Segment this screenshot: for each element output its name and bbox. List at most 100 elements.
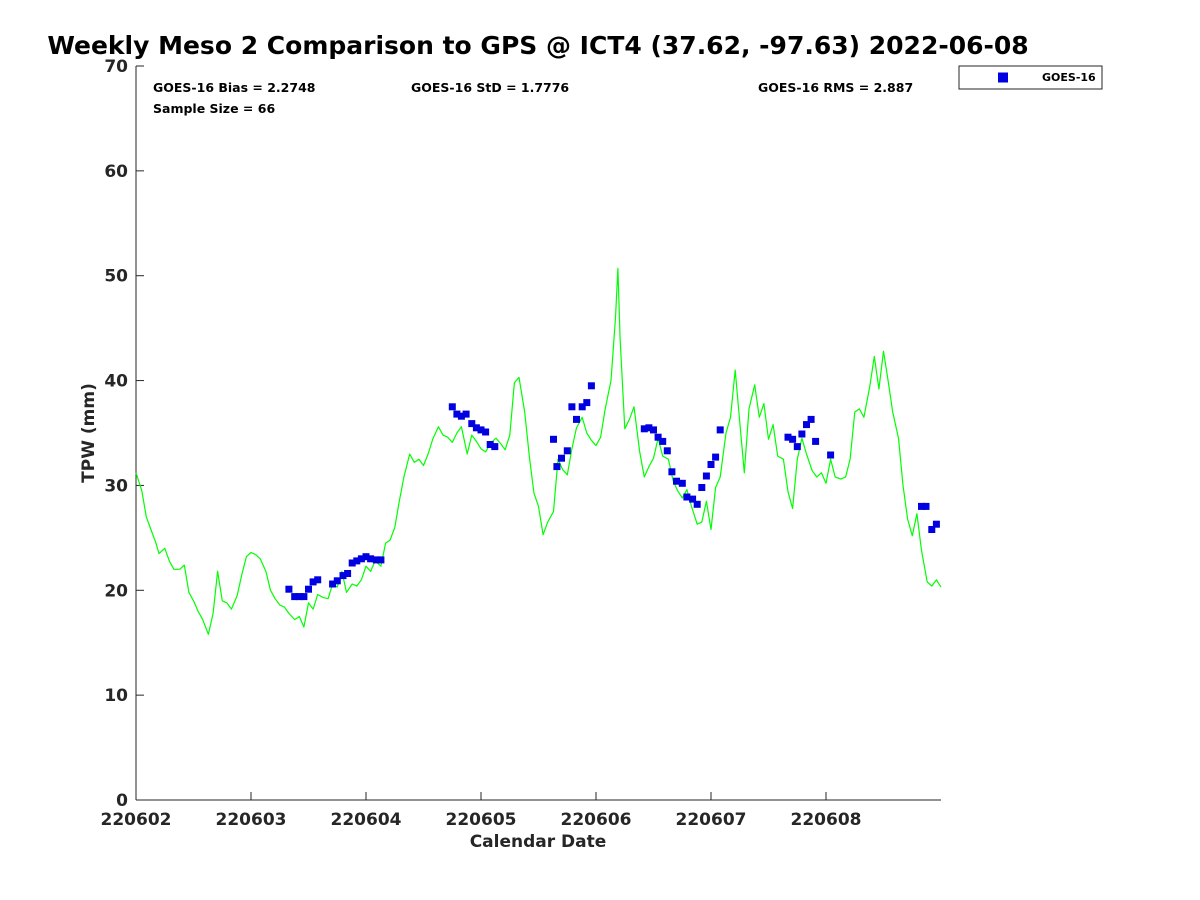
goes16-point [587, 382, 595, 390]
y-axis-label: TPW (mm) [79, 383, 99, 483]
goes16-point [550, 435, 557, 443]
goes16-point [314, 576, 322, 584]
x-tick-label: 220606 [561, 810, 632, 830]
goes16-point [789, 435, 797, 443]
goes16-point [693, 500, 701, 508]
x-tick-label: 220607 [676, 810, 747, 830]
legend-label-goes16: GOES-16 [1042, 71, 1096, 84]
goes16-point [482, 428, 490, 436]
goes16-point [654, 433, 662, 441]
y-axis-ticks: 0 10 20 30 40 50 60 70 [104, 57, 144, 811]
x-tick-label: 220604 [331, 810, 402, 830]
goes16-point [362, 553, 370, 561]
goes16-point [650, 426, 657, 434]
goes16-point [344, 570, 352, 577]
goes16-point [698, 484, 706, 491]
x-tick-label: 220602 [101, 810, 172, 830]
goes16-point [812, 437, 820, 445]
goes16-point [932, 520, 940, 528]
x-tick-label: 220603 [216, 810, 287, 830]
goes16-point [462, 410, 470, 418]
goes16-point [928, 526, 936, 533]
goes16-point [659, 437, 667, 445]
goes16-point [309, 578, 317, 586]
goes16-point [357, 555, 365, 563]
goes16-point [329, 580, 337, 588]
goes16-point [683, 493, 691, 501]
goes16-point [784, 433, 792, 441]
goes16-point [372, 556, 380, 564]
stats-annotations: GOES-16 Bias = 2.2748 GOES-16 StD = 1.77… [153, 80, 913, 116]
y-tick-label: 20 [104, 581, 128, 601]
goes16-point [472, 424, 480, 432]
goes16-point [339, 572, 347, 580]
goes16-point [827, 451, 835, 459]
bias-stat: GOES-16 Bias = 2.2748 [153, 80, 315, 95]
y-tick-label: 50 [104, 267, 128, 287]
legend: GOES-16 [958, 65, 1103, 90]
goes16-point [716, 426, 724, 434]
goes16-point [922, 502, 930, 510]
x-axis-ticks: 220602 220603 220604 220605 220606 220607 2206… [101, 792, 862, 830]
goes16-point [353, 557, 361, 565]
gps-tpw-line [135, 267, 942, 635]
x-axis-label: Calendar Date [470, 832, 607, 852]
goes16-point [348, 559, 356, 567]
goes16-point [702, 472, 710, 480]
goes16-point [678, 479, 686, 487]
y-tick-label: 10 [104, 686, 128, 706]
goes16-point [300, 593, 308, 601]
goes16-scatter-series [285, 382, 940, 601]
goes16-point [333, 577, 341, 585]
legend-box [958, 65, 1103, 90]
goes16-point [558, 454, 565, 462]
goes16-point [305, 585, 312, 593]
goes16-point [486, 441, 494, 448]
goes16-point [457, 412, 465, 420]
goes16-point [285, 585, 293, 593]
goes16-point [712, 453, 720, 461]
goes16-point [553, 463, 561, 471]
rms-stat: GOES-16 RMS = 2.887 [758, 80, 913, 95]
gps-line-series [135, 267, 942, 635]
x-tick-label: 220608 [791, 810, 862, 830]
goes16-point [568, 403, 576, 411]
y-tick-label: 30 [104, 476, 128, 496]
goes16-point [367, 555, 375, 563]
y-tick-label: 60 [104, 162, 128, 182]
legend-marker-icon [998, 72, 1008, 83]
goes16-point [803, 421, 810, 429]
goes16-point [689, 495, 697, 503]
goes16-point [918, 502, 925, 510]
goes16-point [563, 447, 571, 455]
y-tick-label: 70 [104, 57, 128, 77]
goes16-point [578, 403, 586, 411]
goes16-point [645, 424, 653, 432]
x-tick-label: 220605 [446, 810, 517, 830]
goes16-point [291, 593, 299, 601]
goes16-point [573, 415, 580, 423]
goes16-point [707, 461, 715, 468]
chart-title: Weekly Meso 2 Comparison to GPS @ ICT4 (… [47, 31, 1028, 60]
y-tick-label: 40 [104, 372, 128, 392]
y-tick-label: 0 [116, 791, 128, 811]
goes16-point [793, 443, 801, 451]
goes16-point [491, 443, 499, 451]
goes16-point [468, 420, 476, 428]
goes16-point [640, 425, 648, 433]
goes16-point [583, 399, 591, 407]
plot-area [135, 66, 941, 801]
goes16-point [453, 410, 461, 418]
goes16-point [798, 430, 806, 438]
goes16-point [673, 477, 680, 485]
std-stat: GOES-16 StD = 1.7776 [411, 80, 569, 95]
goes16-point [295, 593, 303, 601]
goes16-point [807, 415, 815, 423]
goes16-point [668, 468, 676, 476]
goes16-point [477, 426, 485, 434]
sample-size-stat: Sample Size = 66 [153, 101, 275, 116]
goes16-point [377, 556, 385, 564]
goes16-point [448, 403, 456, 411]
